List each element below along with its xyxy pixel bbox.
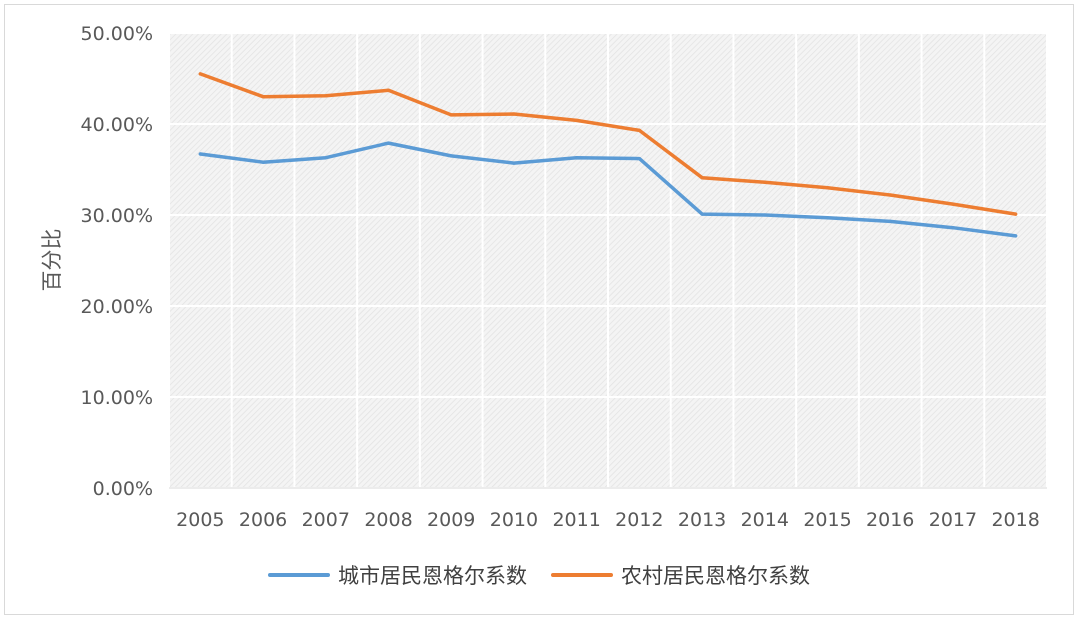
data-point xyxy=(198,152,202,156)
grid-lines xyxy=(168,32,1048,489)
data-point xyxy=(449,154,453,158)
y-tick-label: 10.00% xyxy=(81,387,153,409)
x-axis-ticks: 2005 2006 2007 2008 2009 2010 2011 2012 2013 2014… xyxy=(176,509,1040,531)
x-tick-label: 2011 xyxy=(552,509,600,531)
data-point xyxy=(261,160,265,164)
x-tick-label: 2006 xyxy=(239,509,287,531)
data-point xyxy=(763,180,767,184)
series-line-0 xyxy=(198,141,1018,238)
y-axis-label: 百分比 xyxy=(40,229,64,292)
data-point xyxy=(951,226,955,230)
data-point xyxy=(888,193,892,197)
x-tick-label: 2012 xyxy=(615,509,663,531)
data-point xyxy=(700,176,704,180)
x-tick-label: 2018 xyxy=(991,509,1039,531)
data-point xyxy=(198,72,202,76)
x-tick-label: 2014 xyxy=(741,509,789,531)
data-point xyxy=(386,88,391,92)
y-tick-label: 50.00% xyxy=(81,23,153,45)
y-tick-label: 30.00% xyxy=(81,205,153,227)
data-point xyxy=(700,212,704,216)
x-tick-label: 2013 xyxy=(678,509,726,531)
x-tick-label: 2016 xyxy=(866,509,914,531)
data-point xyxy=(888,219,892,223)
x-tick-label: 2010 xyxy=(490,509,538,531)
x-tick-label: 2005 xyxy=(176,509,224,531)
legend-label: 农村居民恩格尔系数 xyxy=(621,564,810,588)
x-tick-label: 2007 xyxy=(302,509,350,531)
series-line-1 xyxy=(198,72,1018,216)
data-point xyxy=(1014,212,1018,216)
data-point xyxy=(512,161,516,165)
data-point xyxy=(512,112,516,116)
data-point xyxy=(637,128,641,132)
data-point xyxy=(261,95,265,99)
data-point xyxy=(324,156,328,160)
legend-label: 城市居民恩格尔系数 xyxy=(338,564,527,588)
data-point xyxy=(575,156,579,160)
data-point xyxy=(825,186,830,190)
data-point xyxy=(1014,234,1018,238)
data-point xyxy=(763,213,767,217)
y-tick-label: 40.00% xyxy=(81,114,153,136)
series-lines xyxy=(198,72,1018,238)
x-tick-label: 2009 xyxy=(427,509,475,531)
y-tick-label: 0.00% xyxy=(93,478,153,500)
x-tick-label: 2008 xyxy=(364,509,412,531)
x-tick-label: 2017 xyxy=(929,509,977,531)
data-point xyxy=(825,216,830,220)
data-point xyxy=(449,113,453,117)
y-axis-ticks: 0.00% 10.00% 20.00% 30.00% 40.00% 50.00% xyxy=(81,23,153,500)
data-point xyxy=(575,118,579,122)
data-point xyxy=(324,94,328,98)
data-point xyxy=(951,202,955,206)
legend: 城市居民恩格尔系数 农村居民恩格尔系数 xyxy=(268,564,810,588)
x-tick-label: 2015 xyxy=(803,509,851,531)
data-point xyxy=(386,141,391,145)
y-tick-label: 20.00% xyxy=(81,296,153,318)
data-point xyxy=(637,156,641,161)
